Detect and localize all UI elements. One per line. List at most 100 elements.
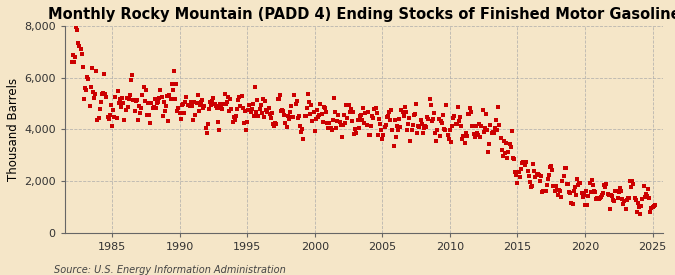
Point <box>634 204 645 209</box>
Point <box>159 108 170 113</box>
Point <box>191 100 202 105</box>
Point <box>371 111 382 116</box>
Point <box>485 123 496 128</box>
Point <box>165 97 176 101</box>
Point <box>344 110 355 114</box>
Point <box>383 109 394 114</box>
Point <box>253 114 264 119</box>
Point <box>98 90 109 95</box>
Point <box>489 131 500 135</box>
Point <box>319 106 330 110</box>
Point <box>300 114 311 118</box>
Point <box>396 108 407 112</box>
Point <box>491 118 502 123</box>
Point <box>400 109 411 114</box>
Point <box>295 124 306 129</box>
Point <box>597 192 608 197</box>
Point <box>591 196 601 201</box>
Point <box>126 78 136 82</box>
Point <box>83 76 94 81</box>
Point <box>68 52 78 57</box>
Point <box>145 121 156 125</box>
Point <box>472 131 483 135</box>
Point <box>421 125 431 129</box>
Point <box>173 106 184 110</box>
Point <box>218 102 229 106</box>
Point <box>157 113 168 118</box>
Point <box>147 106 158 111</box>
Point <box>406 128 417 132</box>
Point <box>560 166 571 170</box>
Point <box>261 108 272 113</box>
Point <box>456 124 466 128</box>
Point <box>88 95 99 100</box>
Point <box>219 92 230 96</box>
Point <box>304 100 315 104</box>
Point <box>418 126 429 131</box>
Point <box>125 93 136 97</box>
Point <box>180 100 190 104</box>
Point <box>272 97 283 101</box>
Point <box>447 123 458 128</box>
Point <box>462 112 473 116</box>
Point <box>346 119 357 123</box>
Point <box>299 114 310 118</box>
Point <box>474 122 485 127</box>
Point <box>608 198 618 202</box>
Point <box>459 141 470 145</box>
Point <box>481 112 491 116</box>
Point <box>90 91 101 96</box>
Point <box>288 115 299 119</box>
Point <box>206 103 217 107</box>
Point <box>454 119 464 123</box>
Point <box>93 116 104 120</box>
Point <box>410 101 421 106</box>
Point <box>99 72 109 76</box>
Point <box>518 160 529 164</box>
Point <box>78 65 88 69</box>
Point <box>622 196 633 200</box>
Point <box>494 123 505 127</box>
Point <box>626 185 637 189</box>
Point <box>499 138 510 143</box>
Point <box>582 202 593 207</box>
Point <box>181 94 192 99</box>
Point <box>446 140 456 145</box>
Point <box>250 85 261 89</box>
Point <box>475 134 486 139</box>
Point <box>313 115 323 120</box>
Point <box>492 128 503 133</box>
Point <box>383 114 394 118</box>
Point <box>340 120 350 125</box>
Point <box>519 160 530 164</box>
Point <box>388 144 399 148</box>
Point <box>543 173 554 177</box>
Point <box>594 196 605 200</box>
Point <box>156 94 167 99</box>
Point <box>122 96 132 100</box>
Point <box>230 118 240 122</box>
Point <box>624 179 635 183</box>
Point <box>403 121 414 126</box>
Point <box>341 103 352 107</box>
Point <box>641 194 652 198</box>
Point <box>364 133 375 137</box>
Point <box>189 100 200 104</box>
Point <box>639 195 650 199</box>
Point <box>176 103 187 107</box>
Point <box>198 106 209 111</box>
Point <box>578 193 589 198</box>
Point <box>526 184 537 188</box>
Point <box>324 120 335 125</box>
Point <box>587 183 598 187</box>
Point <box>425 103 436 108</box>
Point <box>556 194 567 199</box>
Point <box>516 167 526 172</box>
Point <box>377 137 387 142</box>
Point <box>183 103 194 107</box>
Point <box>193 109 204 113</box>
Point <box>440 128 451 132</box>
Point <box>600 185 611 190</box>
Point <box>298 137 309 142</box>
Point <box>497 154 508 158</box>
